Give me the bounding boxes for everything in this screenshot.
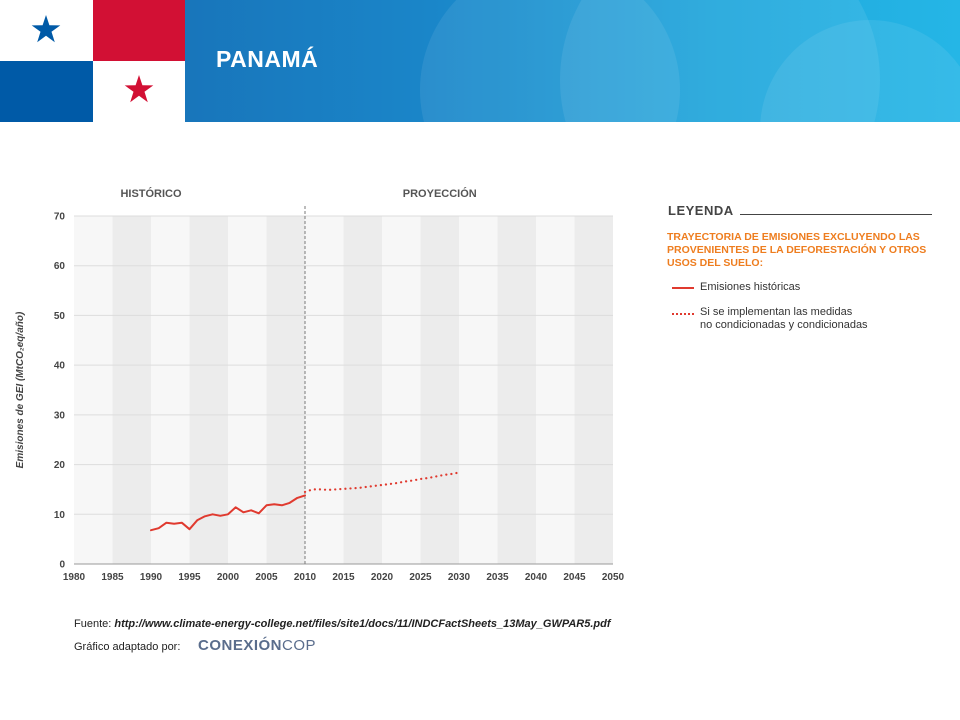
x-tick-label: 2040	[525, 572, 548, 583]
legend-item-historic: Emisiones históricas	[700, 281, 801, 293]
x-tick-label: 1980	[63, 572, 86, 583]
section-label-projection: PROYECCIÓN	[403, 187, 477, 200]
source-link[interactable]: http://www.climate-energy-college.net/fi…	[114, 618, 611, 630]
alternate-band	[420, 216, 459, 564]
legend-divider	[740, 214, 932, 215]
x-tick-label: 2010	[294, 572, 317, 583]
y-tick-label: 40	[54, 361, 66, 372]
x-tick-label: 2000	[217, 572, 240, 583]
alternate-band	[112, 216, 151, 564]
y-tick-label: 0	[59, 560, 65, 571]
brand-light: COP	[282, 637, 317, 654]
alternate-band	[574, 216, 613, 564]
x-tick-label: 1995	[178, 572, 201, 583]
page-title: PANAMÁ	[216, 46, 319, 72]
legend-item-projection-line2: no condicionadas y condicionadas	[700, 319, 868, 331]
x-tick-label: 2050	[602, 572, 625, 583]
section-label-historic: HISTÓRICO	[120, 187, 182, 200]
blue-star-icon	[31, 15, 61, 43]
legend-solid-line	[672, 287, 694, 289]
alternate-band	[189, 216, 228, 564]
x-tick-label: 1990	[140, 572, 163, 583]
brand-bold: CONEXIÓN	[198, 637, 283, 654]
alternate-band	[266, 216, 305, 564]
legend-title: LEYENDA	[668, 203, 734, 218]
y-tick-label: 60	[54, 261, 66, 272]
y-tick-label: 10	[54, 510, 66, 521]
credit-label: Gráfico adaptado por:	[74, 641, 181, 653]
panama-flag	[0, 0, 185, 122]
alternate-band	[497, 216, 536, 564]
y-tick-label: 50	[54, 311, 66, 322]
y-axis-label: Emisiones de GEI (MtCO₂eq/año)	[15, 311, 26, 468]
alternate-band	[343, 216, 382, 564]
series-historic-line	[150, 494, 306, 532]
legend-subtitle: TRAYECTORIA DE EMISIONES EXCLUYENDO LAS …	[667, 231, 927, 269]
x-tick-label: 2025	[409, 572, 432, 583]
y-tick-label: 30	[54, 410, 66, 421]
header-banner: PANAMÁ	[0, 0, 960, 122]
x-tick-label: 2015	[332, 572, 355, 583]
x-tick-label: 2020	[371, 572, 394, 583]
y-tick-label: 70	[54, 212, 66, 223]
x-tick-label: 2045	[563, 572, 586, 583]
legend-item-projection-line1: Si se implementan las medidas	[700, 306, 853, 318]
y-tick-label: 20	[54, 460, 66, 471]
red-star-icon	[124, 75, 154, 103]
x-tick-label: 2030	[448, 572, 471, 583]
legend-dotted-line	[672, 313, 694, 315]
source-label: Fuente:	[74, 618, 112, 630]
brand-logo: CONEXIÓNCOP	[198, 637, 316, 654]
series-projection-line	[303, 471, 461, 493]
source-note: Fuente: http://www.climate-energy-colleg…	[74, 618, 611, 630]
x-tick-label: 2005	[255, 572, 278, 583]
x-tick-label: 1985	[101, 572, 124, 583]
x-tick-label: 2035	[486, 572, 509, 583]
